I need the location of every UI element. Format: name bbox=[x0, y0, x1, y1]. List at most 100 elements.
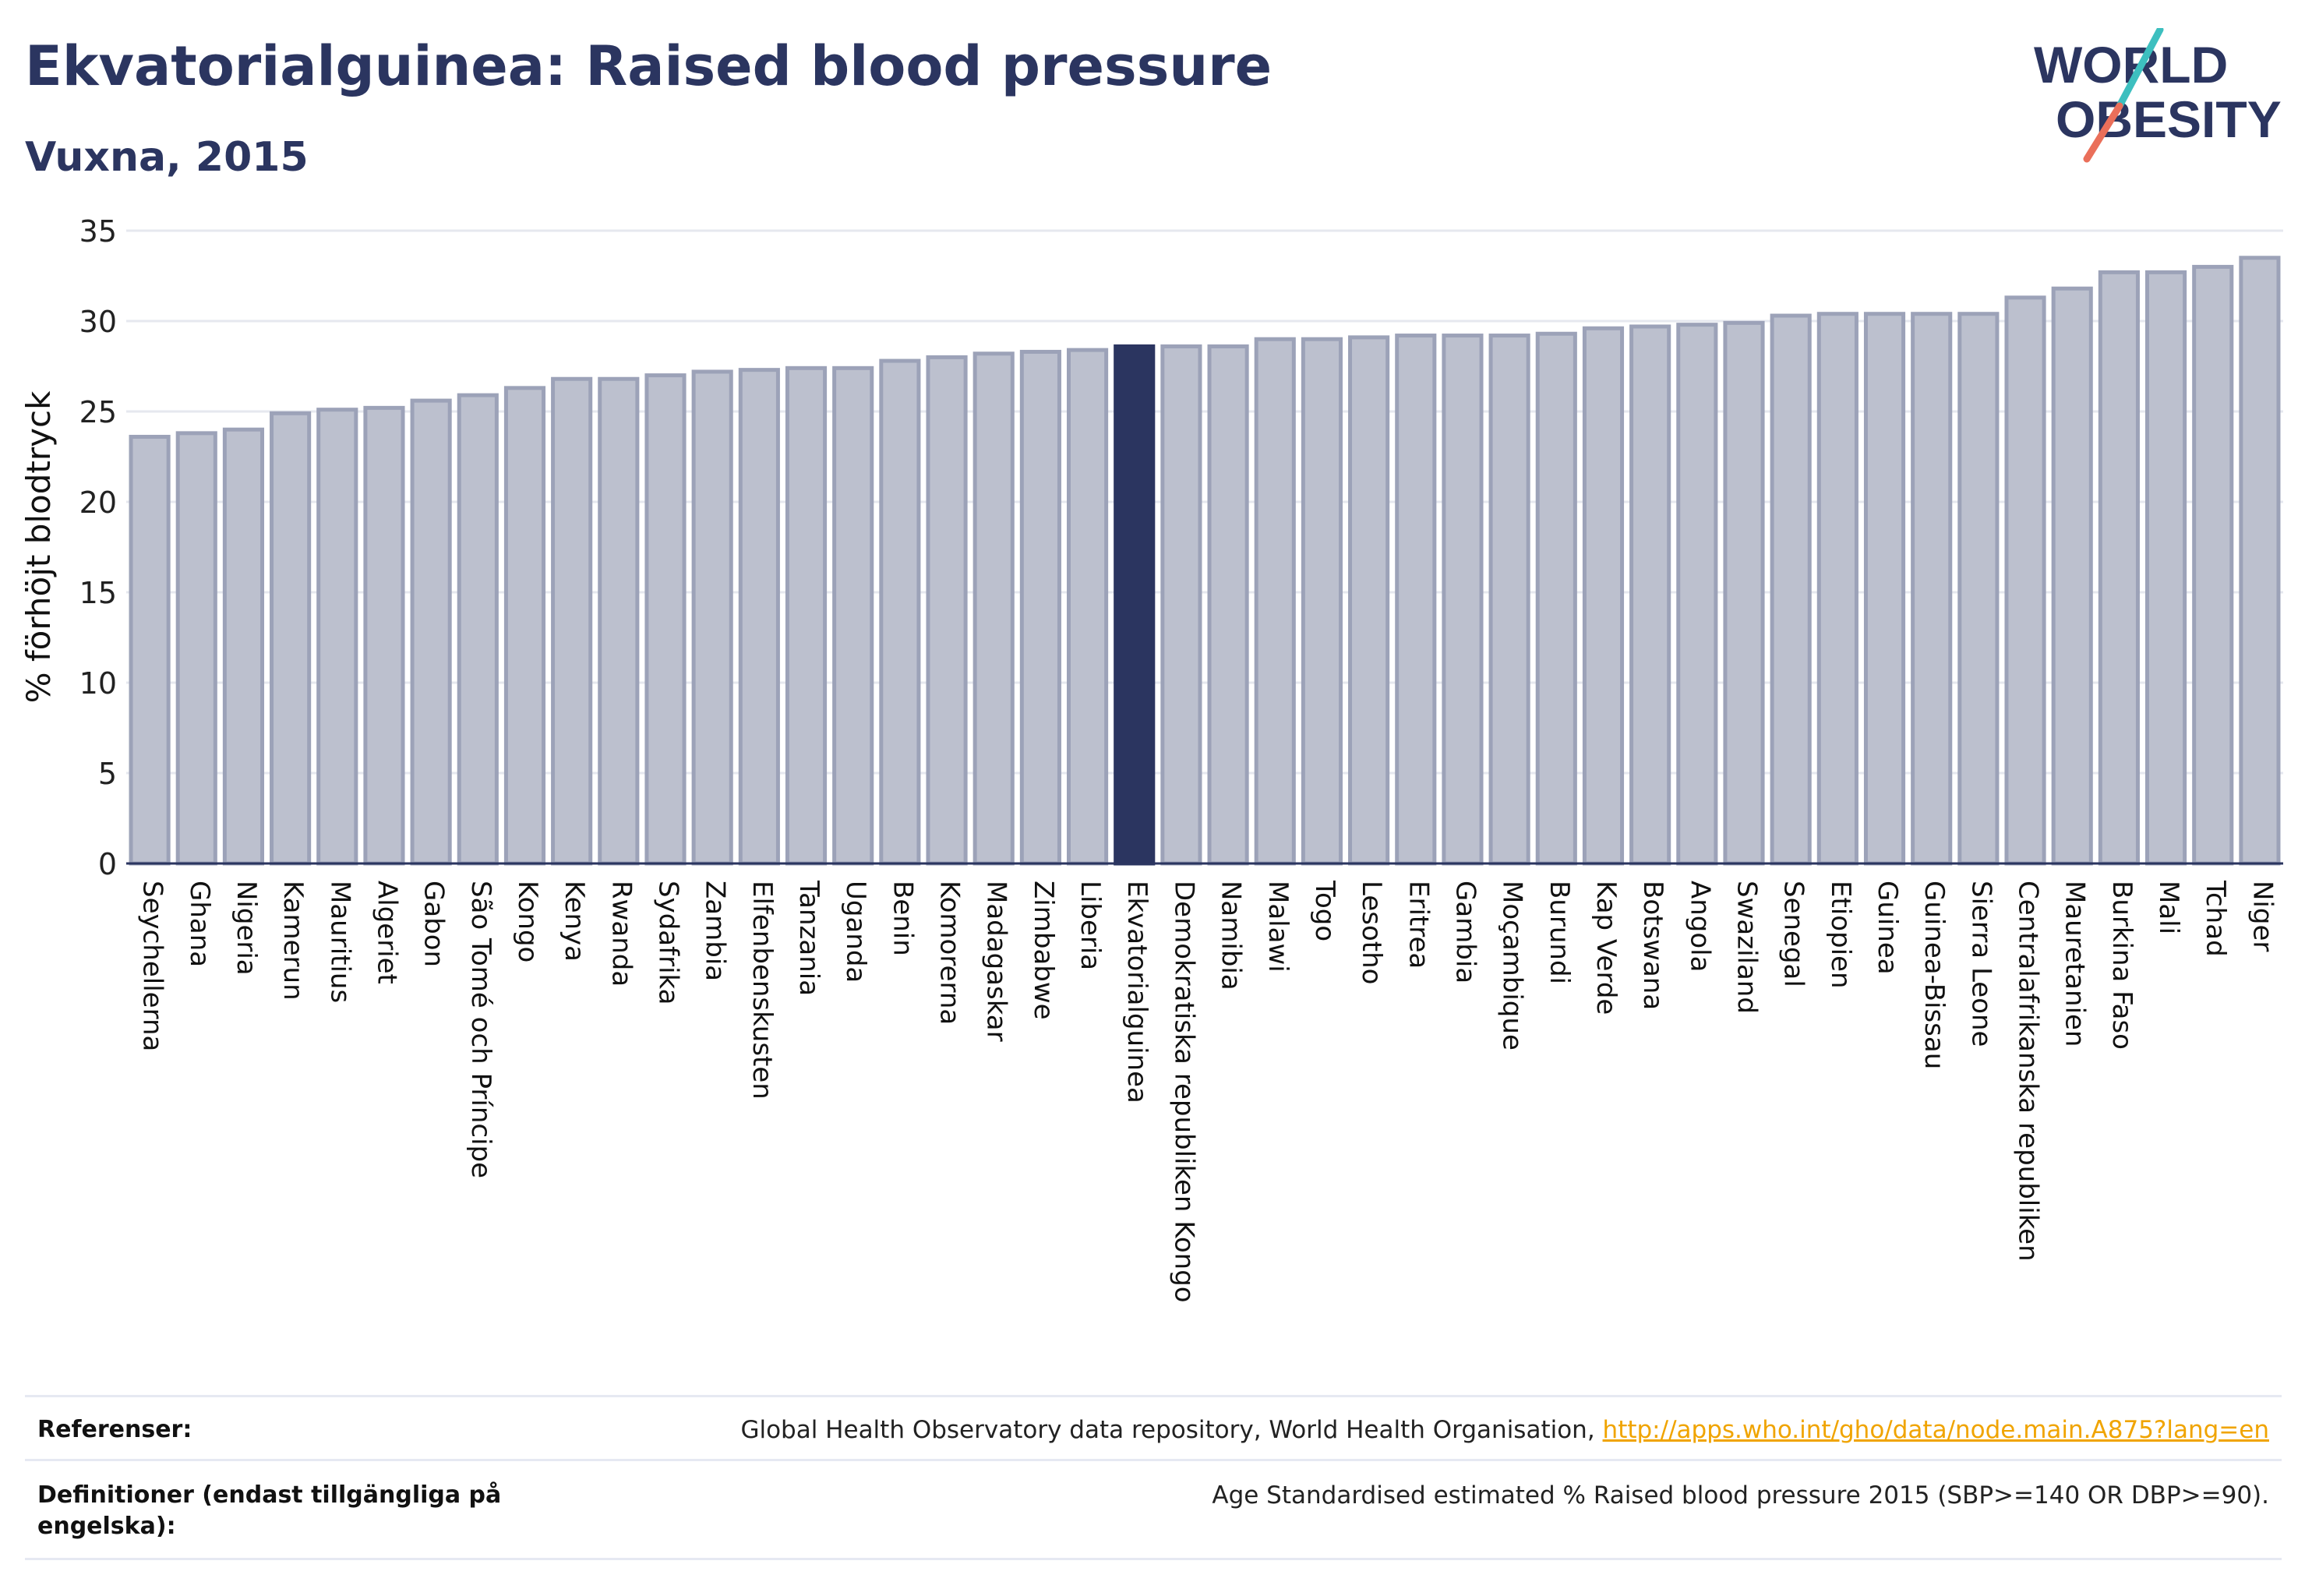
bar[interactable] bbox=[1911, 312, 1953, 866]
bar[interactable] bbox=[1207, 344, 1249, 866]
x-tick-label: Tanzania bbox=[793, 880, 824, 996]
x-tick-label: Demokratiska republiken Kongo bbox=[1168, 881, 1199, 1303]
x-tick-label: Komorerna bbox=[934, 881, 965, 1025]
bar[interactable] bbox=[926, 355, 968, 866]
references-row: Referenser: Global Health Observatory da… bbox=[25, 1395, 2282, 1461]
x-tick-label: Kap Verde bbox=[1590, 881, 1622, 1015]
x-tick-label: Niger bbox=[2247, 881, 2278, 952]
bar[interactable] bbox=[316, 408, 358, 866]
bar[interactable] bbox=[1676, 323, 1718, 866]
bar[interactable] bbox=[1442, 334, 1484, 866]
bar[interactable] bbox=[1863, 312, 1906, 866]
x-tick-label: Tchad bbox=[2200, 880, 2231, 957]
bar[interactable] bbox=[1301, 337, 1343, 866]
x-tick-label: Swaziland bbox=[1731, 881, 1763, 1014]
bar[interactable] bbox=[2192, 264, 2234, 866]
x-tick-label: Madagaskar bbox=[981, 881, 1012, 1042]
x-tick-label: Guinea-Bissau bbox=[1918, 881, 1950, 1069]
x-tick-label: São Tomé och Príncipe bbox=[465, 881, 496, 1178]
y-tick-label: 25 bbox=[79, 395, 117, 429]
bar[interactable] bbox=[363, 405, 405, 866]
x-tick-label: Mauretanien bbox=[2060, 881, 2091, 1047]
bar[interactable] bbox=[551, 376, 593, 866]
x-tick-label: Centralafrikanska republiken bbox=[2013, 881, 2044, 1262]
x-tick-label: Namibia bbox=[1216, 881, 1247, 990]
y-tick-label: 30 bbox=[79, 305, 117, 339]
bar[interactable] bbox=[1019, 349, 1061, 866]
y-tick-label: 15 bbox=[79, 576, 117, 610]
logo-word-obesity: OBESITY bbox=[2056, 90, 2282, 148]
bar[interactable] bbox=[1723, 320, 1765, 866]
bar[interactable] bbox=[129, 434, 171, 866]
bar[interactable] bbox=[785, 365, 828, 866]
x-tick-label: Gambia bbox=[1449, 881, 1481, 983]
x-tick-label: Ghana bbox=[184, 881, 215, 967]
x-tick-label: Kongo bbox=[512, 881, 543, 962]
x-tick-label: Sierra Leone bbox=[1965, 881, 1996, 1047]
y-tick-label: 20 bbox=[79, 486, 117, 520]
x-tick-label: Malawi bbox=[1262, 881, 1294, 973]
bar[interactable] bbox=[879, 358, 921, 866]
bar[interactable] bbox=[1066, 348, 1109, 866]
bar[interactable] bbox=[1535, 331, 1577, 866]
x-tick-label: Seychellerna bbox=[137, 881, 168, 1051]
bar[interactable] bbox=[1770, 313, 1812, 866]
references-text: Global Health Observatory data repositor… bbox=[740, 1416, 1603, 1444]
bar[interactable] bbox=[2051, 286, 2093, 866]
bar[interactable] bbox=[1629, 324, 1671, 866]
bar[interactable] bbox=[1160, 344, 1202, 866]
x-tick-label: Togo bbox=[1309, 880, 1340, 941]
x-tick-label: Eritrea bbox=[1403, 881, 1434, 969]
bar[interactable] bbox=[1348, 335, 1390, 866]
x-tick-label: Zambia bbox=[700, 881, 731, 981]
x-tick-label: Uganda bbox=[840, 881, 871, 983]
x-tick-label: Elfenbenskusten bbox=[747, 881, 778, 1100]
definitions-row: Definitioner (endast tillgängliga på eng… bbox=[25, 1459, 2282, 1560]
x-tick-label: Kamerun bbox=[277, 881, 309, 1001]
bar[interactable] bbox=[738, 368, 780, 866]
bar[interactable] bbox=[2098, 270, 2140, 866]
x-tick-label: Senegal bbox=[1778, 881, 1809, 987]
x-tick-label: Angola bbox=[1684, 881, 1715, 972]
references-link[interactable]: http://apps.who.int/gho/data/node.main.A… bbox=[1602, 1416, 2269, 1444]
y-tick-label: 0 bbox=[98, 847, 117, 881]
bar[interactable] bbox=[1957, 312, 2000, 866]
bar[interactable] bbox=[691, 369, 733, 866]
bar[interactable] bbox=[1254, 337, 1296, 866]
x-tick-label: Burkina Faso bbox=[2106, 881, 2137, 1050]
references-label: Referenser: bbox=[37, 1416, 192, 1443]
bar[interactable] bbox=[2239, 256, 2281, 866]
y-tick-label: 5 bbox=[98, 757, 117, 791]
bar[interactable] bbox=[1582, 326, 1625, 866]
bar[interactable] bbox=[2004, 295, 2046, 866]
bar-chart: 0 5 10 15 20 25 30 35 Seychellerna Ghana Nigeria K… bbox=[19, 214, 2283, 1303]
x-tick-label: Guinea bbox=[1872, 881, 1903, 975]
bar[interactable] bbox=[1488, 334, 1530, 866]
bar[interactable] bbox=[644, 373, 687, 866]
x-tick-label: Kenya bbox=[559, 881, 590, 962]
bar[interactable] bbox=[222, 427, 265, 866]
bar[interactable] bbox=[598, 376, 640, 866]
bar[interactable] bbox=[972, 351, 1015, 866]
bar[interactable] bbox=[270, 411, 312, 866]
x-axis-labels: Seychellerna Ghana Nigeria Kamerun Mauritius… bbox=[137, 880, 2279, 1303]
bar[interactable] bbox=[1816, 312, 1858, 866]
y-tick-label: 35 bbox=[79, 214, 117, 249]
bar[interactable] bbox=[410, 398, 452, 866]
bar[interactable] bbox=[457, 393, 499, 866]
bar[interactable] bbox=[2144, 270, 2187, 866]
x-tick-label: Rwanda bbox=[605, 881, 637, 987]
chart-title: Ekvatorialguinea: Raised blood pressure bbox=[25, 34, 1273, 98]
bar[interactable] bbox=[503, 386, 546, 866]
x-tick-label: Burundi bbox=[1544, 881, 1575, 984]
logo-slash-coral bbox=[2083, 102, 2123, 163]
x-tick-label: Liberia bbox=[1075, 881, 1106, 970]
bar-highlighted[interactable] bbox=[1114, 344, 1156, 866]
bar[interactable] bbox=[1395, 334, 1437, 866]
bar[interactable] bbox=[832, 365, 874, 866]
x-tick-label: Nigeria bbox=[231, 881, 262, 976]
x-tick-label: Ekvatorialguinea bbox=[1121, 881, 1152, 1103]
bar[interactable] bbox=[175, 431, 217, 866]
x-tick-label: Moçambique bbox=[1497, 881, 1528, 1050]
x-tick-label: Gabon bbox=[418, 881, 450, 967]
